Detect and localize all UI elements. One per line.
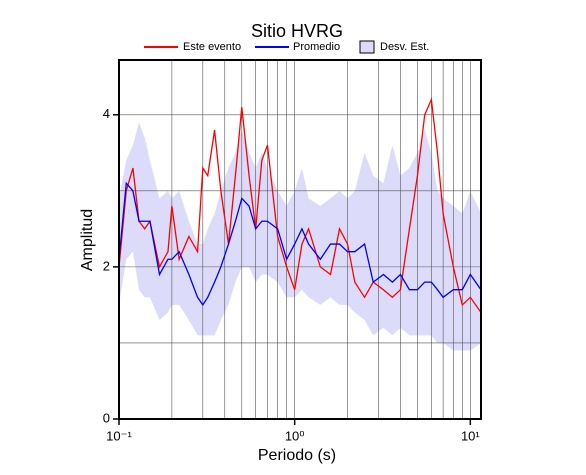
legend-label: Desv. Est.	[380, 41, 429, 53]
y-tick-label: 4	[103, 106, 110, 121]
std-band	[119, 122, 481, 351]
legend-label: Promedio	[293, 41, 340, 53]
plot-frame	[118, 59, 482, 420]
legend-label: Este evento	[183, 41, 241, 53]
y-tick-label: 2	[103, 258, 110, 273]
chart-title: Sitio HVRG	[251, 21, 343, 41]
x-axis-label: Periodo (s)	[258, 447, 336, 464]
series-line	[118, 181, 482, 307]
y-axis-label: Amplitud	[79, 209, 96, 271]
legend-swatch	[359, 40, 375, 54]
x-tick-label: 10¹	[461, 428, 480, 443]
x-tick-label: 10⁻¹	[106, 428, 132, 443]
series-line	[118, 97, 482, 313]
y-tick-label: 0	[103, 410, 110, 425]
x-tick-label: 10⁰	[285, 428, 305, 443]
